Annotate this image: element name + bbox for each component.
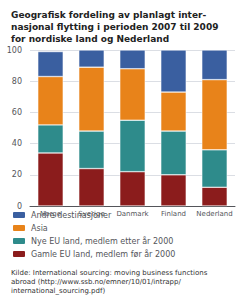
svg-text:Nye EU land, medlem etter år 2: Nye EU land, medlem etter år 2000: [31, 236, 173, 246]
svg-text:Danmark: Danmark: [116, 210, 149, 218]
svg-text:Asia: Asia: [31, 224, 48, 233]
svg-text:for nordiske land og Nederland: for nordiske land og Nederland: [11, 34, 169, 44]
svg-text:40: 40: [12, 139, 22, 148]
svg-text:abroad (http://www.ssb.no/emne: abroad (http://www.ssb.no/emner/10/01/in…: [11, 278, 181, 286]
svg-text:Kilde: International sourcing:: Kilde: International sourcing: moving bu…: [11, 269, 208, 277]
svg-text:Geografisk fordeling av planla: Geografisk fordeling av planlagt inter-: [11, 10, 206, 20]
svg-text:80: 80: [12, 77, 22, 86]
svg-text:Finland: Finland: [161, 210, 186, 218]
svg-text:Gamle EU land, medlem før år 2: Gamle EU land, medlem før år 2000: [31, 249, 175, 259]
svg-text:Nederland: Nederland: [196, 210, 232, 218]
svg-text:0: 0: [17, 202, 22, 211]
svg-text:20: 20: [12, 170, 22, 179]
svg-text:Andre destinasjoner: Andre destinasjoner: [31, 211, 112, 220]
svg-text:60: 60: [12, 108, 22, 117]
svg-text:100: 100: [7, 46, 22, 55]
svg-text:nasjonal flytting i perioden 2: nasjonal flytting i perioden 2007 til 20…: [11, 22, 218, 32]
svg-text:international_sourcing.pdf): international_sourcing.pdf): [11, 287, 105, 295]
